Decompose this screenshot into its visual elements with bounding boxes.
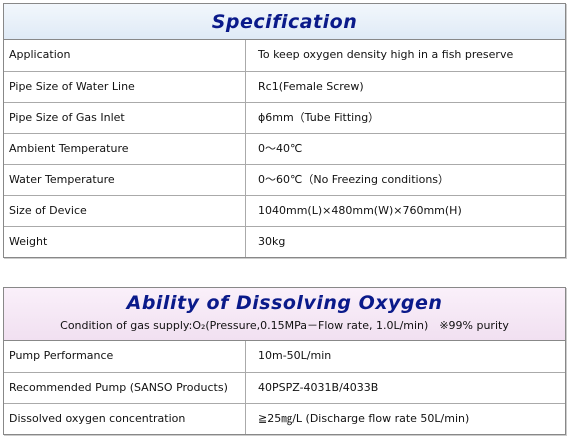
ability-rows: Pump Performance 10m-50L/min Recommended P… [4,341,565,434]
row-value: 30kg [258,235,286,248]
row-label: Weight [4,227,246,257]
spec-table: Specification Application To keep oxygen … [3,3,566,258]
table-row: Ambient Temperature 0～40℃ [4,133,565,164]
ability-table: Ability of Dissolving Oxygen Condition o… [3,287,566,435]
table-row: Pipe Size of Water Line Rc1(Female Screw) [4,71,565,102]
table-row: Size of Device 1040mm(L)×480mm(W)×760mm(H… [4,195,565,226]
table-row: Recommended Pump (SANSO Products) 40PSPZ-… [4,372,565,403]
row-label: Size of Device [4,196,246,226]
row-value: 40PSPZ-4031B/4033B [258,381,379,394]
row-value: 10m-50L/min [258,349,332,362]
row-label: Pipe Size of Water Line [4,72,246,102]
table-row: Pipe Size of Gas Inlet ϕ6mm（Tube Fitting） [4,102,565,133]
row-value: 1040mm(L)×480mm(W)×760mm(H) [258,204,462,217]
row-label: Dissolved oxygen concentration [4,404,246,434]
ability-subtitle: Condition of gas supply:O₂(Pressure,0.15… [60,319,509,332]
table-row: Weight 30kg [4,226,565,257]
row-value: Rc1(Female Screw) [258,80,364,93]
row-value: 0～40℃ [258,142,303,155]
ability-title: Ability of Dissolving Oxygen [126,292,443,314]
table-row: Dissolved oxygen concentration ≧25㎎/L (Di… [4,403,565,434]
row-value: To keep oxygen density high in a fish pr… [258,48,514,61]
spec-header: Specification [4,4,565,40]
row-label: Application [4,40,246,71]
row-label: Pump Performance [4,341,246,372]
row-value: ≧25㎎/L (Discharge flow rate 50L/min) [258,412,470,425]
row-value: ϕ6mm（Tube Fitting） [258,111,380,124]
row-label: Pipe Size of Gas Inlet [4,103,246,133]
row-value: 0～60℃（No Freezing conditions） [258,173,450,186]
table-row: Water Temperature 0～60℃（No Freezing condi… [4,164,565,195]
spec-title: Specification [211,11,358,33]
ability-header: Ability of Dissolving Oxygen Condition o… [4,288,565,341]
row-label: Water Temperature [4,165,246,195]
table-row: Application To keep oxygen density high i… [4,40,565,71]
row-label: Recommended Pump (SANSO Products) [4,373,246,403]
spec-rows: Application To keep oxygen density high i… [4,40,565,257]
table-row: Pump Performance 10m-50L/min [4,341,565,372]
row-label: Ambient Temperature [4,134,246,164]
